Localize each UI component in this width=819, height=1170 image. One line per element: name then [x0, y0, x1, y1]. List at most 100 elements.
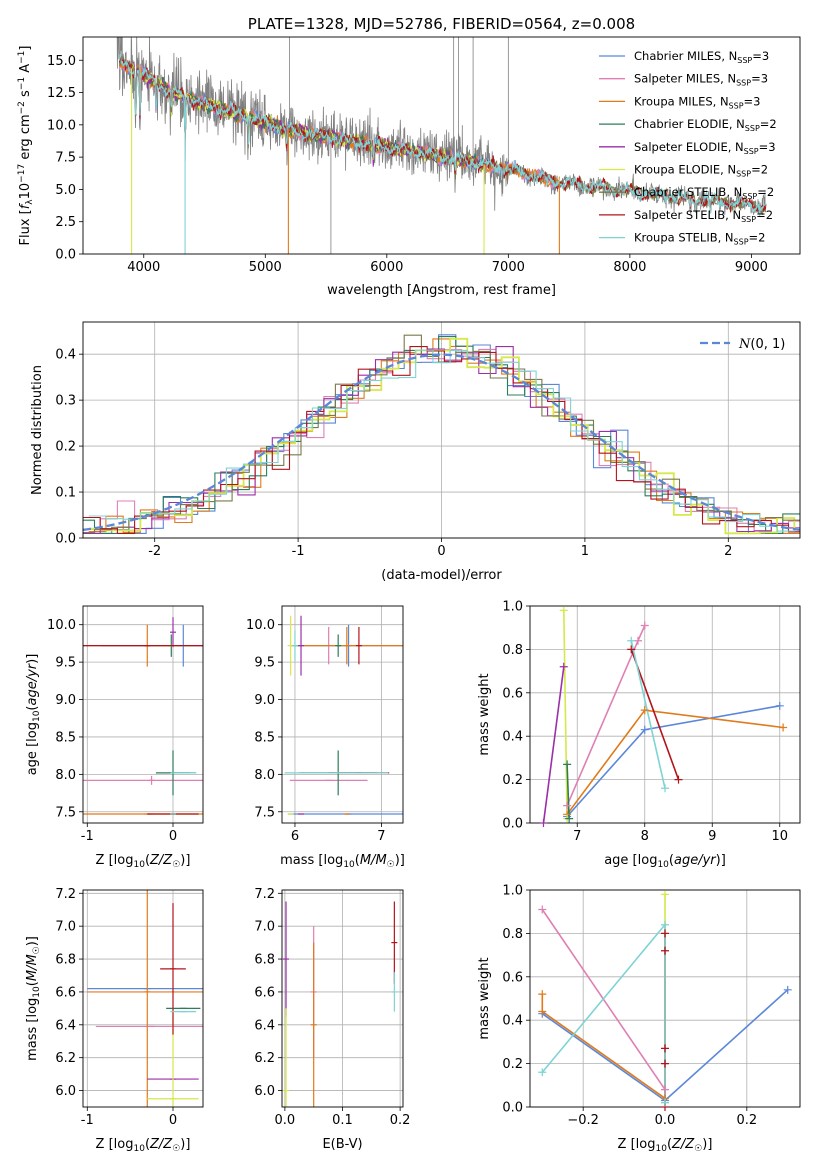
mass_vs_Z-axes: -1 0 6.0 6.2 6.4 6.6 6.8 7.0 7.2 Z [log10(Z/Z☉)] m…: [25, 887, 204, 1154]
x-axis-label: Z [log10(Z/Z☉)]: [96, 1137, 191, 1154]
x-axis-label: Z [log10(Z/Z☉)]: [96, 853, 191, 870]
y-tick-label: 8.0: [55, 768, 76, 783]
x-tick-label: 5000: [249, 260, 282, 275]
plus-marker: [661, 890, 669, 899]
weight_vs_Z-axes: −0.2 0.0 0.2 0.0 0.2 0.4 0.6 0.8 1.0 Z [log10(Z/Z…: [477, 884, 801, 1154]
y-tick-label: 0.8: [502, 643, 523, 658]
errorbar-point: [83, 775, 203, 785]
y-tick-label: 8.0: [254, 768, 275, 783]
y-tick-label: 6.4: [55, 1018, 76, 1033]
y-tick-label: 12.5: [47, 86, 76, 101]
plus-marker: [661, 1098, 669, 1107]
errorbar-point: [391, 901, 398, 984]
y-axis-label: mass [log10(M/M☉)]: [25, 936, 42, 1061]
plus-marker: [661, 929, 669, 938]
y-tick-label: 6.2: [254, 1051, 275, 1066]
y-tick-label: 0.0: [502, 817, 523, 832]
y-tick-label: 6.2: [55, 1051, 76, 1066]
plus-marker: [627, 645, 636, 654]
x-axis-label: Z [log10(Z/Z☉)]: [618, 1137, 713, 1154]
axes-frame: [281, 889, 404, 1108]
axes-frame: [82, 36, 801, 255]
axes-frame: [82, 889, 204, 1108]
x-axis-label: mass [log10(M/M☉)]: [280, 853, 405, 870]
residual-histogram-7: [83, 334, 800, 534]
plus-marker: [661, 1044, 669, 1053]
weight-line-6: [541, 922, 666, 1103]
y-axis-label: mass weight: [477, 957, 492, 1039]
x-tick-label: 0.0: [655, 1113, 676, 1128]
legend-label: Kroupa MILES, NSSP=3: [634, 94, 760, 110]
legend-label: N(0, 1): [738, 337, 785, 352]
plus-marker: [640, 725, 649, 734]
plus-marker: [538, 1068, 547, 1077]
x-tick-label: 9: [708, 829, 716, 844]
plus-marker: [640, 706, 649, 715]
y-tick-label: 7.0: [55, 920, 76, 935]
mass_vs_Z-plot-area: [87, 890, 203, 1107]
y-tick-label: 7.5: [254, 805, 275, 820]
weight-line-5: [563, 610, 568, 819]
y-tick-label: 15.0: [47, 54, 76, 69]
age_vs_Z-axes: -1 0 7.5 8.0 8.5 9.0 9.5 10.0 Z [log10(Z/Z☉)] age…: [25, 605, 204, 870]
legend-label: Salpeter MILES, NSSP=3: [634, 72, 768, 88]
x-tick-label: 6000: [370, 260, 403, 275]
plus-marker: [661, 784, 669, 793]
x-axis-label: E(B-V): [322, 1137, 362, 1152]
weight_vs_age-axes: 7 8 9 10 0.0 0.2 0.4 0.6 0.8 1.0 age [log10(age/yr…: [477, 600, 801, 870]
errorbar-point: [310, 942, 317, 1107]
plus-marker: [783, 985, 792, 994]
y-tick-label: 6.0: [254, 1084, 275, 1099]
x-tick-label: 0: [437, 544, 445, 559]
errorbar-point: [335, 634, 342, 657]
y-tick-label: 8.5: [254, 730, 275, 745]
residual-histogram-9: [88, 349, 800, 532]
residual-histogram-6: [88, 337, 800, 535]
model-line-9: [119, 54, 767, 217]
plus-marker: [563, 801, 572, 810]
y-tick-label: 9.0: [254, 693, 275, 708]
y-tick-label: 0.4: [502, 1014, 523, 1029]
plus-marker: [627, 636, 636, 645]
y-axis-label: Normed distribution: [30, 365, 45, 495]
legend-label: Chabrier ELODIE, NSSP=2: [634, 117, 777, 133]
y-tick-label: 7.5: [55, 151, 76, 166]
errorbar-point: [391, 972, 398, 1012]
y-axis-label: Flux [fλ10−17 erg cm−2 s−1 A−1]: [17, 46, 35, 246]
y-tick-label: 1.0: [502, 600, 523, 615]
weight-line-7: [630, 640, 666, 789]
y-tick-label: 6.4: [254, 1018, 275, 1033]
plus-marker: [661, 1059, 669, 1068]
errorbar-point: [283, 901, 290, 1017]
residuals-axes: -2 -1 0 1 2 0.0 0.1 0.2 0.3 0.4 (data-model)/error…: [30, 321, 801, 583]
legend-label: Kroupa STELIB, NSSP=2: [634, 231, 765, 247]
errorbar-point: [87, 890, 203, 1107]
y-tick-label: 6.6: [254, 985, 275, 1000]
axes-frame: [529, 605, 801, 824]
y-tick-label: 0.2: [502, 1057, 523, 1072]
axes-frame: [82, 605, 204, 824]
y-tick-label: 7.2: [55, 887, 76, 902]
y-axis-label: mass weight: [477, 673, 492, 755]
y-tick-label: 0.4: [55, 348, 76, 363]
x-tick-label: 1: [581, 544, 589, 559]
plus-marker: [538, 1007, 547, 1016]
errorbar-point: [283, 1008, 290, 1107]
y-tick-label: 9.5: [55, 656, 76, 671]
y-tick-label: 2.5: [55, 215, 76, 230]
x-tick-label: -2: [148, 544, 161, 559]
age_vs_Z-panel: -1 0 7.5 8.0 8.5 9.0 9.5 10.0 Z [log10(Z/Z☉)] age…: [25, 605, 204, 870]
mass_vs_ebv-panel: 0.0 0.1 0.2 6.0 6.2 6.4 6.6 6.8 7.0 7.2 E(B-V): [254, 887, 410, 1152]
weight-line-3: [541, 994, 666, 1099]
x-tick-label: 7: [377, 829, 385, 844]
weight_vs_age-panel: 7 8 9 10 0.0 0.2 0.4 0.6 0.8 1.0 age [log10(age/yr…: [477, 600, 801, 870]
y-tick-label: 0.4: [502, 730, 523, 745]
plus-marker: [661, 946, 669, 955]
x-tick-label: 0.0: [275, 1113, 296, 1128]
normal-curve: [83, 353, 800, 532]
x-tick-label: 0: [169, 1113, 177, 1128]
x-tick-label: 8: [641, 829, 649, 844]
errorbar-point: [291, 630, 298, 661]
errorbar-point: [290, 626, 403, 665]
